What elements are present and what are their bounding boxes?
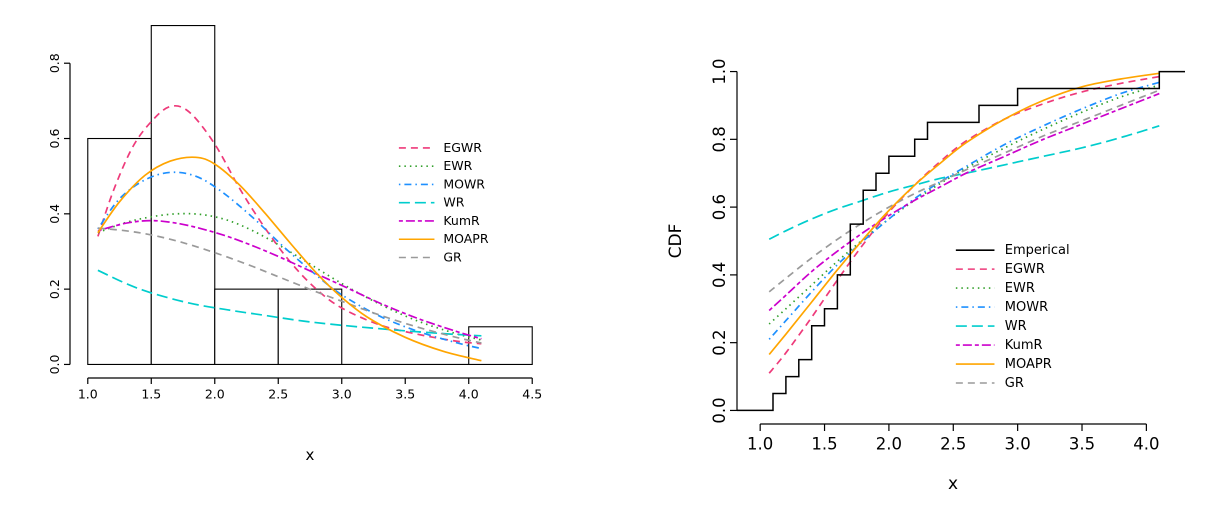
- cdf-legend-label-MOAPR: MOAPR: [1005, 357, 1052, 372]
- cdf-x-tick-label: 1.5: [811, 435, 837, 454]
- cdf-curve-GR: [768, 89, 1160, 293]
- histogram-bar: [87, 137, 152, 365]
- hist-legend-label-GR: GR: [443, 250, 462, 265]
- hist-legend-item-WR: WR: [398, 195, 465, 210]
- hist-x-tick-label: 3.0: [332, 387, 352, 402]
- cdf-curve-EWR: [768, 84, 1160, 325]
- hist-legend-item-KumR: KumR: [398, 213, 480, 228]
- cdf-legend: Emperical EGWR EWR MOWR WR KumR MOAPR GR: [955, 243, 1070, 391]
- cdf-y-tick-label: 0.8: [710, 126, 729, 152]
- cdf-legend-item-EGWR: EGWR: [955, 262, 1045, 277]
- cdf-x-tick-label: 2.0: [876, 435, 902, 454]
- cdf-legend-item-MOAPR: MOAPR: [955, 357, 1052, 372]
- hist-x-tick-label: 1.0: [78, 387, 98, 402]
- cdf-legend-label-EGWR: EGWR: [1005, 262, 1045, 277]
- hist-curve-MOAPR: [97, 156, 482, 362]
- cdf-y-tick-label: 0.6: [710, 194, 729, 220]
- cdf-legend-item-Emperical: Emperical: [955, 243, 1070, 258]
- cdf-x-tick-label: 3.0: [1005, 435, 1031, 454]
- cdf-legend-label-Emperical: Emperical: [1005, 243, 1070, 258]
- hist-legend-label-MOWR: MOWR: [443, 176, 485, 191]
- hist-y-tick-label: 0.6: [47, 129, 62, 149]
- histogram-bar: [468, 326, 533, 365]
- cdf-y-axis-title: CDF: [666, 223, 686, 259]
- hist-y-axis: 0.0 0.2 0.4 0.6 0.8: [47, 53, 71, 374]
- hist-x-tick-label: 4.0: [459, 387, 479, 402]
- hist-y-tick-label: 0.8: [47, 53, 62, 73]
- histogram-bar: [150, 25, 216, 365]
- cdf-legend-label-EWR: EWR: [1005, 281, 1035, 296]
- hist-curve-MOWR: [97, 171, 482, 350]
- cdf-y-axis: 0.0 0.2 0.4 0.6 0.8 1.0: [710, 58, 738, 424]
- hist-legend-label-MOAPR: MOAPR: [443, 231, 488, 246]
- cdf-legend-item-KumR: KumR: [955, 338, 1043, 353]
- cdf-legend-label-WR: WR: [1005, 319, 1027, 334]
- cdf-y-tick-label: 0.2: [710, 330, 729, 356]
- hist-x-tick-label: 2.0: [205, 387, 225, 402]
- cdf-x-tick-label: 1.0: [747, 435, 773, 454]
- cdf-curve-KumR: [768, 92, 1160, 312]
- cdf-legend-label-GR: GR: [1005, 376, 1024, 391]
- histogram-bar: [277, 288, 343, 365]
- hist-legend-item-GR: GR: [398, 250, 462, 265]
- cdf-x-tick-label: 2.5: [940, 435, 966, 454]
- hist-legend-item-EGWR: EGWR: [398, 140, 482, 155]
- cdf-x-tick-label: 3.5: [1069, 435, 1095, 454]
- hist-legend-item-EWR: EWR: [398, 158, 473, 173]
- cdf-x-axis: 1.0 1.5 2.0 2.5 3.0 3.5 4.0: [747, 423, 1160, 454]
- cdf-legend-label-KumR: KumR: [1005, 338, 1043, 353]
- cdf-curve-MOWR: [768, 81, 1160, 340]
- histogram-bar: [214, 288, 279, 365]
- hist-y-tick-label: 0.2: [47, 279, 62, 299]
- cdf-legend-item-WR: WR: [955, 319, 1027, 334]
- cdf-legend-label-MOWR: MOWR: [1005, 300, 1048, 315]
- cdf-plot: 1.0 1.5 2.0 2.5 3.0 3.5 4.0 0.0 0.2 0.4 0.6 0.8 1.0 E…: [710, 58, 1185, 454]
- hist-y-tick-label: 0.0: [47, 354, 62, 374]
- hist-x-tick-label: 3.5: [395, 387, 415, 402]
- cdf-x-tick-label: 4.0: [1133, 435, 1159, 454]
- cdf-legend-item-GR: GR: [955, 376, 1024, 391]
- hist-x-tick-label: 2.5: [268, 387, 288, 402]
- hist-y-tick-label: 0.4: [47, 204, 62, 224]
- cdf-panel: 1.0 1.5 2.0 2.5 3.0 3.5 4.0 0.0 0.2 0.4 0.6 0.8 1.0 E…: [605, 0, 1211, 508]
- cdf-empirical-step: [737, 70, 1185, 412]
- hist-legend-label-EGWR: EGWR: [443, 140, 482, 155]
- hist-curve-GR: [97, 227, 482, 344]
- cdf-curve-WR: [768, 124, 1160, 241]
- hist-legend: EGWR EWR MOWR WR KumR MOAPR GR: [398, 140, 489, 265]
- histogram-x-axis-title: x: [305, 446, 315, 464]
- hist-legend-item-MOWR: MOWR: [398, 176, 485, 191]
- cdf-y-tick-label: 1.0: [710, 58, 729, 84]
- hist-x-tick-label: 4.5: [522, 387, 542, 402]
- hist-legend-label-KumR: KumR: [443, 213, 480, 228]
- cdf-legend-item-EWR: EWR: [955, 281, 1035, 296]
- hist-x-axis: 1.0 1.5 2.0 2.5 3.0 3.5 4.0 4.5: [78, 377, 542, 402]
- histogram-bars: [87, 25, 533, 365]
- cdf-y-tick-label: 0.4: [710, 262, 729, 288]
- cdf-legend-item-MOWR: MOWR: [955, 300, 1048, 315]
- cdf-curve-MOAPR: [768, 72, 1160, 356]
- cdf-y-tick-label: 0.0: [710, 397, 729, 423]
- hist-curve-KumR: [97, 219, 482, 340]
- histogram-plot: 1.0 1.5 2.0 2.5 3.0 3.5 4.0 4.5 0.0 0.2 0.4 0.6 0.8 E…: [47, 25, 542, 402]
- hist-legend-label-WR: WR: [443, 195, 464, 210]
- cdf-curve-EGWR: [768, 75, 1160, 374]
- cdf-x-axis-title: x: [947, 474, 959, 494]
- hist-legend-item-MOAPR: MOAPR: [398, 231, 489, 246]
- hist-legend-label-EWR: EWR: [443, 158, 472, 173]
- hist-x-tick-label: 1.5: [141, 387, 161, 402]
- hist-curve-WR: [97, 269, 482, 337]
- histogram-panel: 1.0 1.5 2.0 2.5 3.0 3.5 4.0 4.5 0.0 0.2 0.4 0.6 0.8 E…: [0, 0, 605, 508]
